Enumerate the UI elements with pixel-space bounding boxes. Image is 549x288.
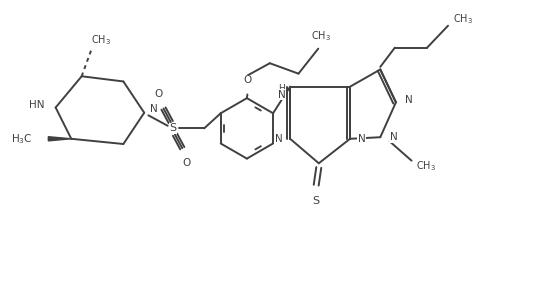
- Text: N: N: [150, 104, 158, 113]
- Text: O: O: [183, 158, 191, 168]
- Text: N: N: [358, 134, 366, 144]
- Text: HN: HN: [29, 100, 44, 110]
- Text: N: N: [390, 132, 397, 142]
- Text: CH$_3$: CH$_3$: [452, 13, 473, 26]
- Text: CH$_3$: CH$_3$: [92, 33, 111, 47]
- Text: O: O: [244, 75, 252, 86]
- Text: N: N: [274, 134, 282, 144]
- Text: O: O: [155, 89, 163, 99]
- Text: CH$_3$: CH$_3$: [416, 159, 436, 173]
- Text: S: S: [169, 123, 176, 133]
- Polygon shape: [48, 137, 71, 141]
- Text: N: N: [405, 95, 413, 105]
- Text: CH$_3$: CH$_3$: [311, 29, 331, 43]
- Text: H: H: [278, 84, 285, 93]
- Text: H$_3$C: H$_3$C: [11, 132, 33, 146]
- Text: N: N: [278, 90, 285, 100]
- Text: S: S: [312, 196, 320, 206]
